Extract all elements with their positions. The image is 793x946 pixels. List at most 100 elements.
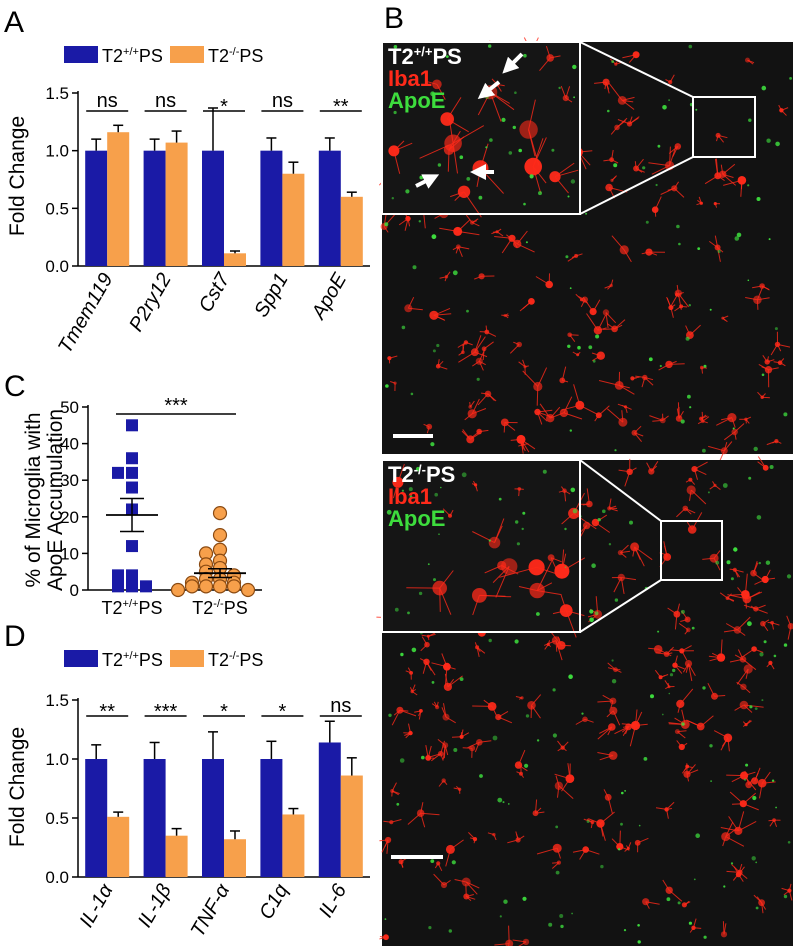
microglia-process (607, 662, 616, 671)
microglia-process (584, 718, 594, 723)
microglia-process (690, 489, 707, 505)
microglia-process (635, 711, 643, 726)
microglia-process (745, 419, 747, 424)
apoe-puncta (409, 495, 413, 499)
microglia-process (711, 652, 722, 659)
microglia-process (614, 324, 623, 330)
microglia-process (465, 883, 467, 897)
microglia-process (532, 137, 547, 167)
microglia-process (756, 299, 759, 310)
panel-d-bar-chart: T2+/+PS T2-/-PS Fold Change 0.0 0.5 1.0 1.5… (6, 650, 370, 941)
microglia-process (745, 719, 751, 725)
microglia-process (742, 792, 757, 805)
apoe-puncta (466, 309, 469, 313)
microglia-process (535, 799, 538, 814)
microglia-process (562, 741, 569, 749)
apoe-puncta (393, 45, 398, 49)
apoe-puncta (564, 566, 567, 569)
microglia-process (518, 488, 520, 497)
microglia-process (472, 408, 487, 415)
microglia-process (458, 351, 464, 356)
microglia-process (779, 362, 786, 367)
microglia-process (531, 705, 541, 719)
microglia-process (599, 755, 614, 761)
apoe-puncta (478, 195, 483, 200)
x-tick-label: Tmem119 (54, 270, 117, 358)
microglia-process (425, 745, 429, 758)
microglia-process (632, 376, 640, 379)
microglia-process (753, 648, 764, 653)
microglia-process (722, 163, 736, 175)
microglia-process (437, 360, 444, 367)
microglia-process (757, 461, 767, 469)
microglia-process (690, 479, 696, 485)
apoe-puncta (730, 862, 734, 865)
microglia-process (761, 393, 766, 398)
microglia-process (425, 80, 438, 85)
inset-bottom-cells (386, 463, 597, 638)
microglia-process (561, 549, 565, 572)
apoe-puncta (755, 861, 758, 864)
apoe-puncta (703, 935, 707, 939)
microglia-process (617, 119, 630, 125)
microglia-process (434, 863, 439, 869)
microglia-process (646, 462, 652, 472)
legend-a-ko-label: T2-/-PS (208, 46, 263, 66)
microglia-process (611, 176, 616, 181)
microglia-process (554, 176, 569, 194)
apoe-puncta (589, 617, 594, 623)
microglia-process (738, 866, 745, 875)
microglia-process (746, 591, 761, 600)
data-point (212, 527, 228, 543)
apoe-puncta (396, 802, 400, 806)
microglia-process (436, 84, 446, 100)
x-tick-label: Cst7 (195, 269, 235, 316)
microglia-process (592, 355, 602, 362)
apoe-puncta (508, 151, 513, 155)
microglia-process (594, 414, 600, 422)
apoe-puncta (555, 825, 559, 829)
microglia-process (472, 360, 480, 367)
microglia-process (731, 417, 736, 428)
microglia-process (562, 747, 567, 752)
microglia-process (440, 753, 444, 761)
microglia-process (686, 764, 696, 775)
microglia-process (618, 384, 635, 395)
microglia-process (762, 355, 768, 363)
microglia-process (588, 818, 601, 824)
microglia-process (426, 426, 430, 434)
bar (85, 150, 108, 266)
microglia-process (557, 747, 563, 752)
apoe-puncta (771, 779, 775, 782)
apoe-puncta (710, 780, 712, 782)
y-axis-title-a: Fold Change (6, 116, 29, 236)
apoe-puncta (551, 148, 555, 152)
microglia-process (745, 668, 749, 679)
legend-d-ko-swatch (170, 650, 204, 667)
apoe-puncta (581, 712, 584, 715)
apoe-puncta (567, 195, 570, 198)
microglia-process (620, 552, 627, 558)
microglia-process (629, 117, 639, 125)
microglia-process (629, 467, 637, 473)
microglia-process (507, 839, 519, 844)
microglia-process (727, 597, 734, 602)
data-point (170, 582, 186, 598)
microglia-process (781, 107, 789, 111)
microglia-process (681, 645, 692, 652)
microglia-process (557, 740, 564, 749)
microglia-process (652, 419, 663, 422)
apoe-puncta (759, 652, 764, 657)
microglia-process (672, 146, 679, 157)
microglia-process (552, 862, 559, 864)
apoe-puncta (559, 914, 564, 918)
microglia-process (504, 422, 516, 431)
apoe-puncta (558, 86, 561, 90)
microglia-process (737, 811, 745, 832)
apoe-puncta (459, 677, 464, 681)
apoe-puncta (688, 304, 691, 307)
apoe-puncta (748, 118, 752, 122)
apoe-puncta (755, 906, 759, 910)
legend-d-ko-label: T2-/-PS (208, 650, 263, 670)
microglia-process (537, 411, 548, 422)
